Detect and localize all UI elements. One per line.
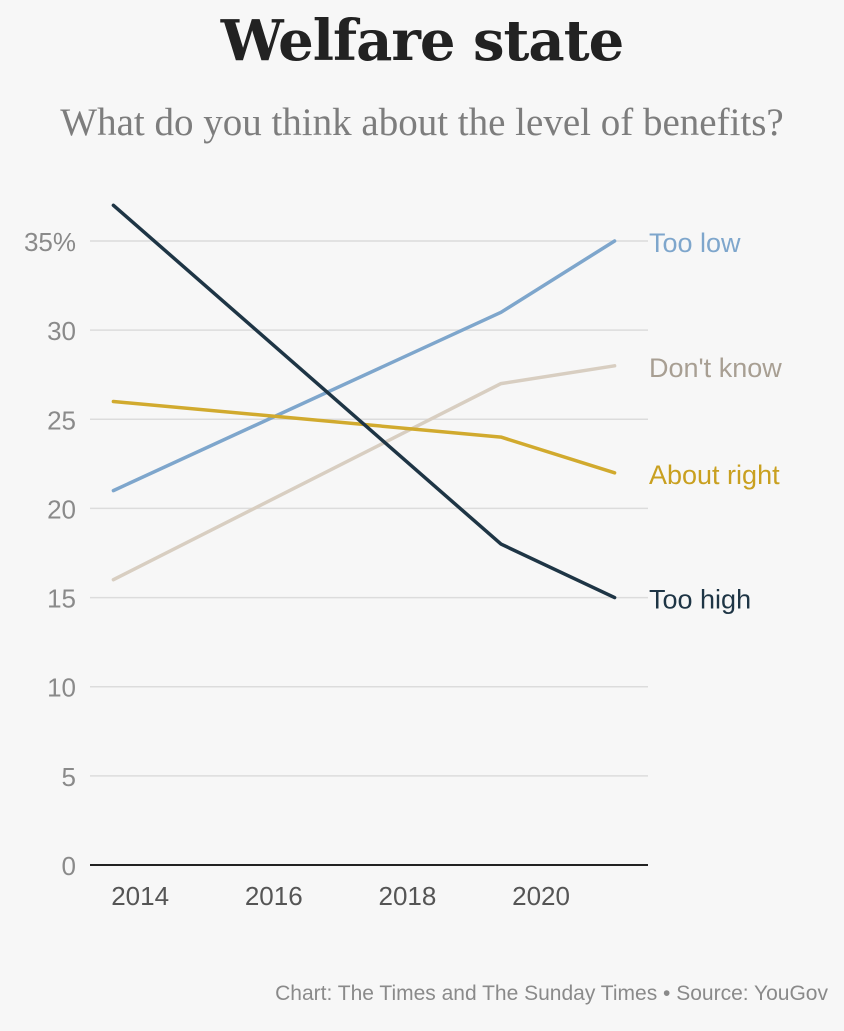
y-tick-label: 5 bbox=[62, 762, 76, 792]
y-tick-label: 15 bbox=[47, 584, 76, 614]
series-label: Too high bbox=[649, 585, 751, 615]
chart-source-note: Chart: The Times and The Sunday Times • … bbox=[275, 982, 828, 1005]
y-tick-label: 30 bbox=[47, 316, 76, 346]
chart-subtitle: What do you think about the level of ben… bbox=[60, 101, 784, 144]
y-tick-label: 10 bbox=[47, 673, 76, 703]
series-line-don-t-know bbox=[111, 364, 617, 582]
series-line-too-low bbox=[111, 239, 617, 493]
series-label: Don't know bbox=[649, 353, 782, 383]
y-tick-label: 25 bbox=[47, 405, 76, 435]
x-tick-label: 2020 bbox=[512, 881, 570, 911]
series-label: Too low bbox=[649, 228, 741, 258]
y-tick-label: 0 bbox=[62, 851, 76, 881]
series-line-too-high bbox=[111, 203, 617, 600]
y-tick-label: 35% bbox=[24, 227, 76, 257]
y-tick-label: 20 bbox=[47, 494, 76, 524]
chart-title: Welfare state bbox=[220, 8, 624, 74]
series-line-about-right bbox=[111, 399, 617, 475]
series-label: About right bbox=[649, 460, 780, 490]
x-tick-label: 2018 bbox=[379, 881, 437, 911]
x-tick-label: 2014 bbox=[111, 881, 169, 911]
x-tick-label: 2016 bbox=[245, 881, 303, 911]
